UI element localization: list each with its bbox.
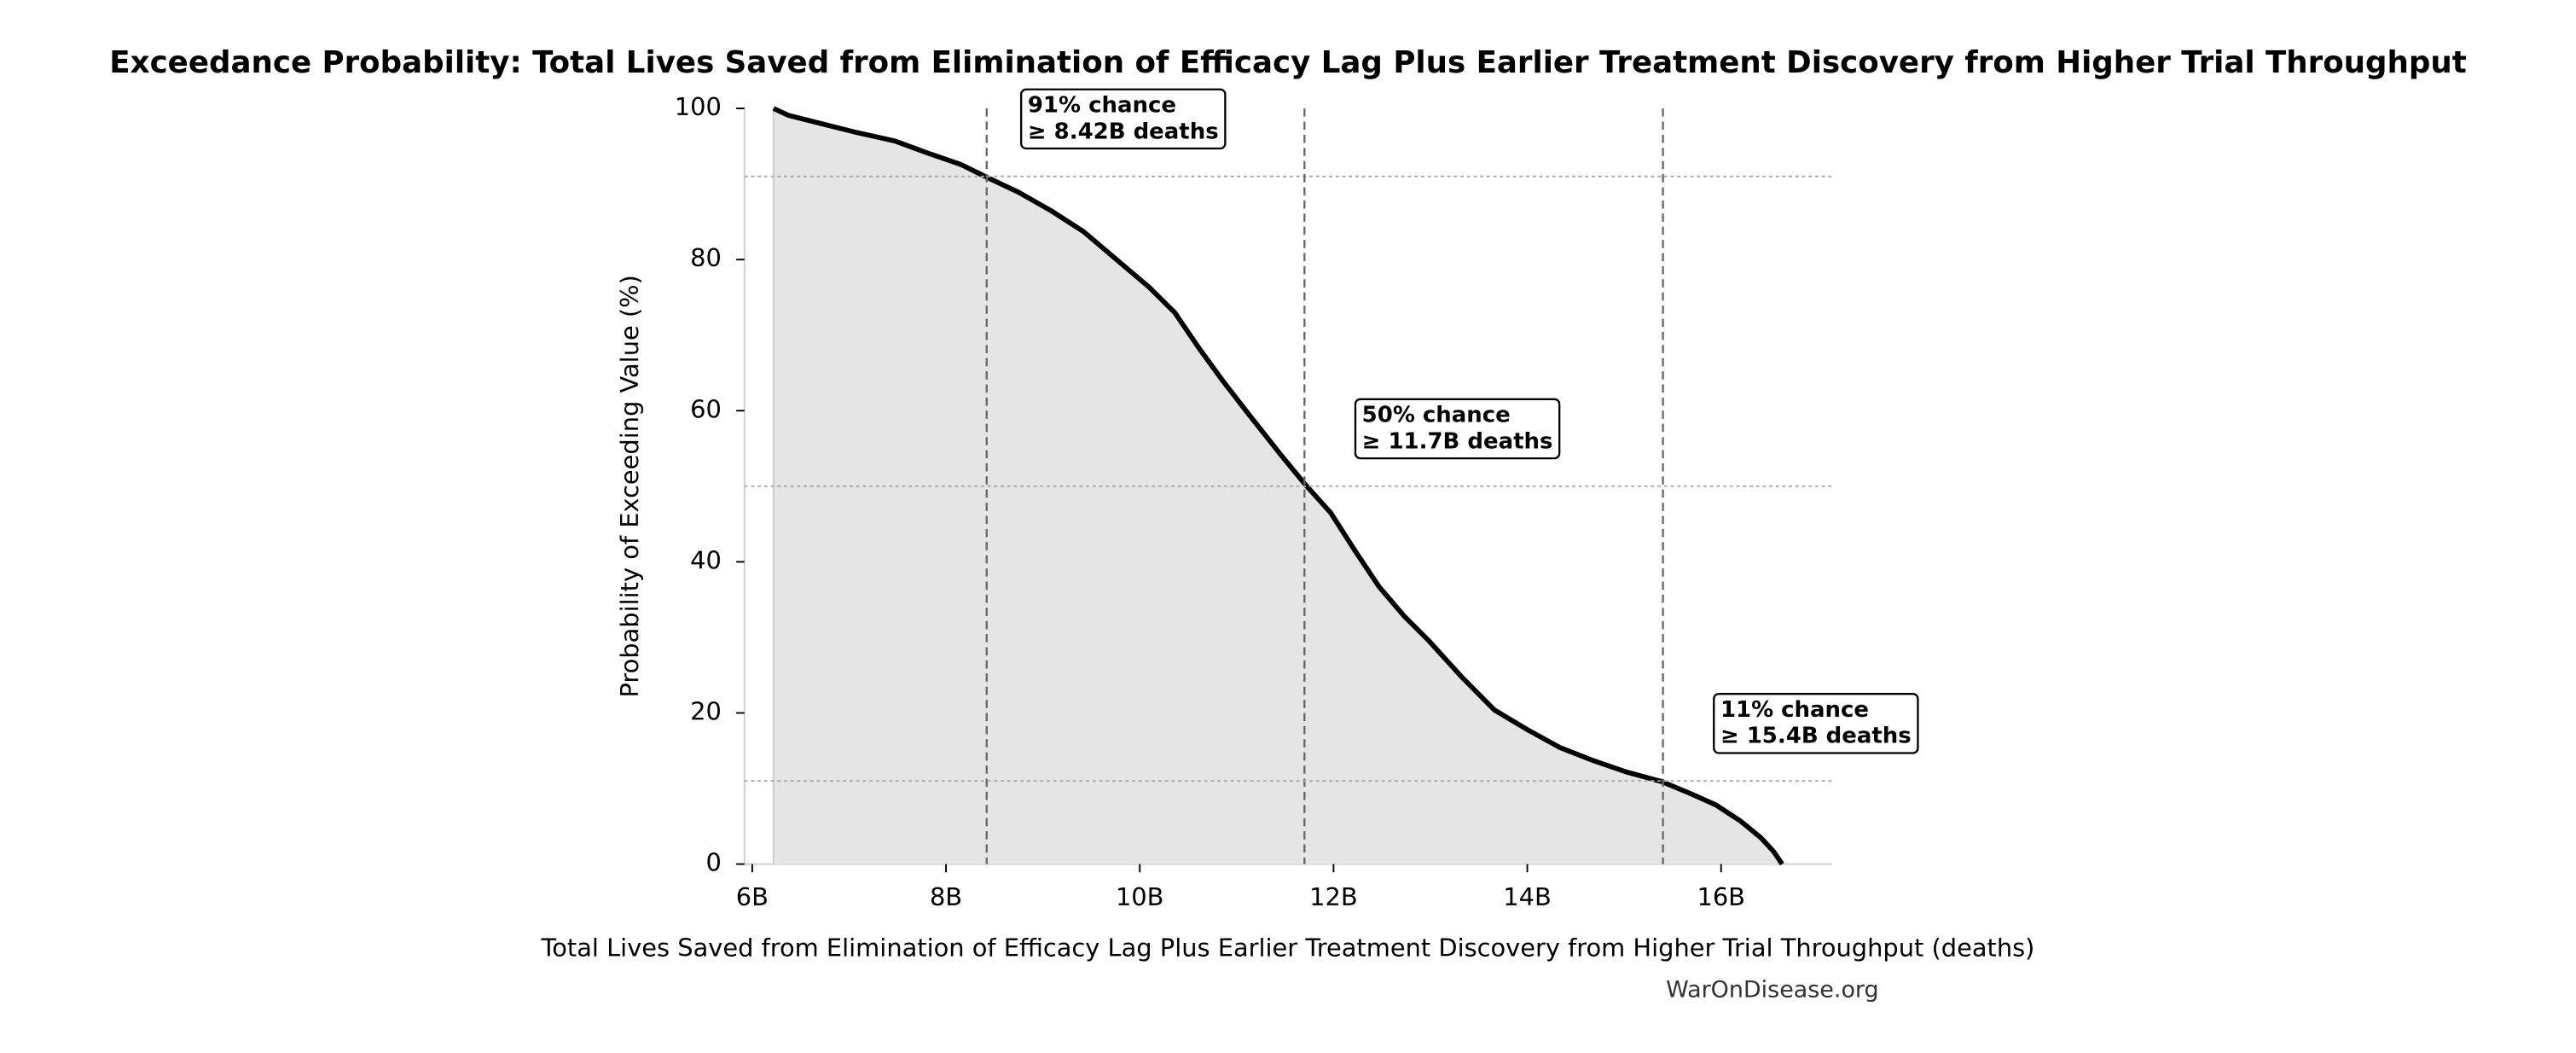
x-tick-label: 12B [1309,882,1358,911]
annotation: 91% chance≥ 8.42B deaths [1020,88,1227,150]
y-tick-label: 40 [690,545,722,574]
x-tick-label: 8B [930,882,962,911]
y-tick-label: 100 [675,92,722,121]
x-axis-label: Total Lives Saved from Elimination of Ef… [541,934,2035,963]
source-label: WarOnDisease.org [1666,976,1878,1003]
chart-title: Exceedance Probability: Total Lives Save… [109,45,2466,80]
annotation-box [1354,398,1561,460]
y-tick-label: 60 [690,394,722,423]
annotation-text: ≥ 8.42B deaths [1028,119,1219,144]
x-tick-label: 14B [1503,882,1552,911]
annotation-text: 11% chance [1720,697,1869,723]
y-tick-label: 80 [690,243,722,272]
y-tick-label: 0 [705,848,721,877]
annotation-box [1713,693,1919,754]
y-axis-label: Probability of Exceeding Value (%) [615,275,644,697]
annotation-text: 50% chance [1362,403,1511,428]
annotation-text: ≥ 15.4B deaths [1720,724,1912,749]
x-tick-label: 6B [736,882,769,911]
y-tick-label: 20 [690,697,722,726]
annotation: 50% chance≥ 11.7B deaths [1354,398,1561,460]
annotation-text: ≥ 11.7B deaths [1362,428,1553,454]
x-tick-label: 16B [1697,882,1745,911]
annotation-text: 91% chance [1028,92,1176,118]
x-tick-label: 10B [1116,882,1164,911]
annotation-box [1020,88,1227,150]
annotation: 11% chance≥ 15.4B deaths [1713,693,1919,754]
